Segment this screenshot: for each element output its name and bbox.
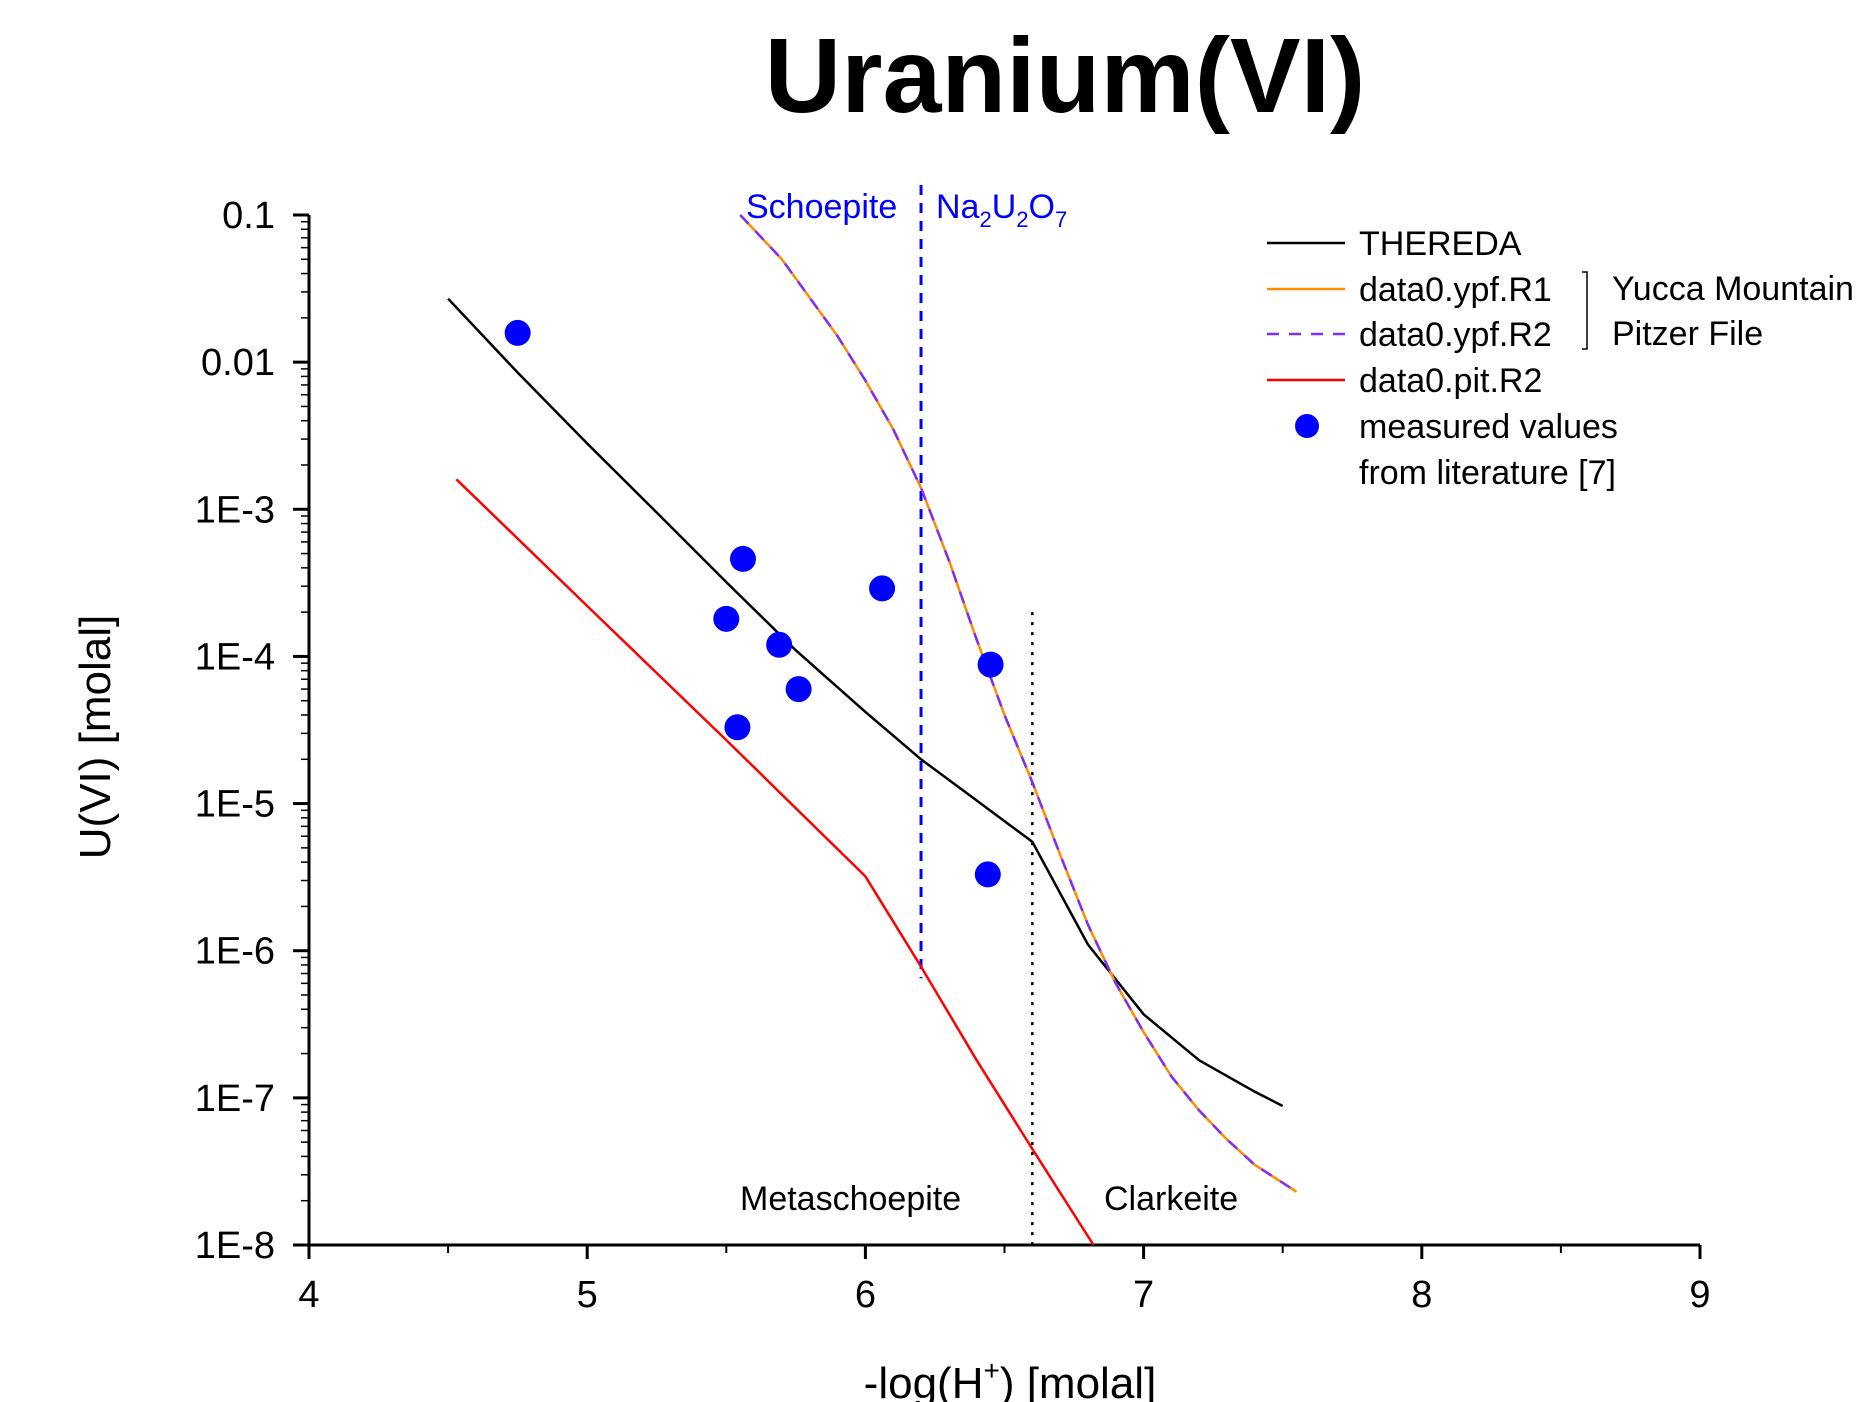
u-symbol: U [992, 188, 1017, 226]
measured-point [974, 861, 1001, 888]
y-tick-label: 1E-6 [195, 931, 275, 973]
series-pit-r2 [455, 478, 1095, 1246]
series-ypf-r2 [739, 214, 1298, 1193]
x-axis-title: -log(H+) [molal] [864, 1355, 1157, 1402]
legend-group-bracket [1582, 271, 1588, 350]
legend-label-ypf-r1: data0.ypf.R1 [1359, 271, 1552, 309]
y-axis-title: U(VI) [molal] [71, 615, 120, 859]
x-tick-label: 8 [1411, 1274, 1432, 1316]
y-tick-label: 0.1 [222, 195, 275, 237]
x-axis-title-sup: + [983, 1355, 999, 1386]
legend: THEREDA data0.ypf.R1 data0.ypf.R2 Yucca … [1267, 225, 1854, 492]
x-axis-title-tail: ) [molal] [1000, 1359, 1156, 1402]
legend-label-pit-r2: data0.pit.R2 [1359, 362, 1542, 400]
series-ypf-r1 [739, 214, 1298, 1193]
legend-group-label-2: Pitzer File [1612, 315, 1763, 353]
measured-point [785, 676, 812, 703]
legend-label-measured-line2: from literature [7] [1359, 454, 1616, 492]
metaschoepite-label: Metaschoepite [740, 1180, 961, 1218]
measured-point [724, 714, 751, 741]
na-symbol: Na [936, 188, 980, 226]
y-tick-label: 1E-4 [195, 636, 275, 678]
na-subscript: 2 [979, 207, 991, 232]
y-tick-label: 1E-5 [195, 784, 275, 826]
legend-label-measured: measured values [1359, 408, 1618, 446]
o-subscript: 7 [1055, 207, 1067, 232]
u-subscript: 2 [1016, 207, 1028, 232]
o-symbol: O [1029, 188, 1055, 226]
measured-point [504, 319, 531, 346]
chart-title: Uranium(VI) [765, 17, 1366, 135]
y-tick-label: 1E-3 [195, 489, 275, 531]
x-tick-label: 4 [298, 1274, 319, 1316]
axes: 4 5 6 7 8 9 1E-8 1E-7 1E-6 1E-5 1E-4 1E-3 0.01 0.1 [195, 185, 1711, 1316]
series-thereda [447, 297, 1284, 1108]
x-tick-label: 7 [1133, 1274, 1154, 1316]
x-tick-label: 5 [577, 1274, 598, 1316]
measured-point [977, 651, 1004, 678]
schoepite-label: Schoepite [746, 188, 897, 226]
legend-group-label-1: Yucca Mountain [1612, 270, 1854, 308]
clarkeite-label: Clarkeite [1104, 1180, 1238, 1218]
legend-swatch-measured [1295, 414, 1319, 438]
measured-point [869, 575, 896, 602]
x-axis-title-main: -log(H [864, 1359, 984, 1402]
y-tick-label: 0.01 [201, 342, 275, 384]
x-tick-label: 6 [855, 1274, 876, 1316]
na2u2o7-label: Na2U2O7 [936, 188, 1067, 232]
x-tick-label: 9 [1689, 1274, 1710, 1316]
legend-label-ypf-r2: data0.ypf.R2 [1359, 316, 1552, 354]
measured-point [713, 605, 740, 632]
y-tick-label: 1E-7 [195, 1078, 275, 1120]
measured-point [766, 631, 793, 658]
y-tick-label: 1E-8 [195, 1225, 275, 1267]
measured-point [729, 545, 756, 572]
legend-label-thereda: THEREDA [1359, 225, 1522, 263]
